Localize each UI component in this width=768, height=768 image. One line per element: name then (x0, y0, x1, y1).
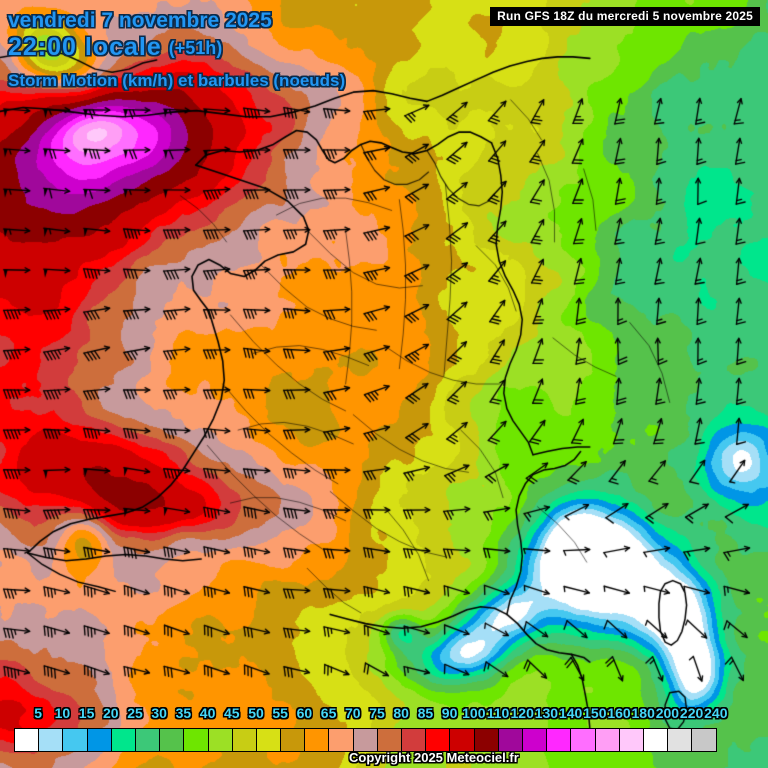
legend-tick-label: 220 (679, 705, 704, 721)
legend-swatch (547, 729, 572, 751)
legend-swatch (111, 729, 136, 751)
legend-swatch (281, 729, 306, 751)
legend-tick-label: 160 (607, 705, 631, 721)
legend-tick-label: 15 (78, 705, 95, 721)
legend-swatch (474, 729, 499, 751)
legend-swatch (353, 729, 378, 751)
legend-swatch (377, 729, 402, 751)
legend-swatch (595, 729, 620, 751)
legend-swatch (571, 729, 596, 751)
legend-tick-label: 70 (345, 705, 361, 721)
legend-tick-label: 55 (272, 705, 288, 721)
legend-swatch (15, 729, 40, 751)
parameter-label: Storm Motion (km/h) et barbules (noeuds) (8, 71, 346, 90)
legend-color-bar[interactable] (14, 728, 718, 752)
legend-tick-label: 30 (151, 705, 167, 721)
legend-swatch (63, 729, 88, 751)
legend-tick-label: 240 (704, 705, 728, 721)
legend-tick-label: 60 (296, 705, 313, 721)
forecast-time-text: 22:00 locale (8, 33, 162, 61)
forecast-time-label: 22:00 locale (+51h) (8, 33, 222, 62)
legend-swatch (426, 729, 451, 751)
legend-swatch (522, 729, 548, 751)
legend-tick-label: 110 (486, 705, 510, 721)
legend-tick-label: 5 (34, 705, 43, 721)
legend-swatch (329, 729, 354, 751)
legend-swatch (39, 729, 64, 751)
legend-tick-label: 100 (462, 705, 486, 721)
legend-tick-label: 10 (54, 705, 71, 721)
legend-tick-label: 80 (393, 705, 409, 721)
legend-tick-label: 120 (510, 705, 534, 721)
legend-tick-label: 200 (655, 705, 680, 721)
legend-tick-label: 75 (369, 705, 385, 721)
legend-tick-label: 65 (320, 705, 337, 721)
color-scale-legend: 5 10 15 20 25 30 35 40 45 50 55 60 65 70 75 80 85 90 100 11… (0, 705, 768, 768)
legend-tick-label: 150 (583, 705, 607, 721)
legend-tick-label: 20 (103, 705, 119, 721)
legend-tick-label: 40 (199, 705, 216, 721)
legend-swatch (619, 729, 644, 751)
model-run-banner: Run GFS 18Z du mercredi 5 novembre 2025 (490, 7, 760, 26)
legend-tick-label: 130 (534, 705, 559, 721)
legend-swatch (668, 729, 693, 751)
forecast-date-label: vendredi 7 novembre 2025 (8, 9, 272, 32)
legend-swatch (208, 729, 233, 751)
legend-tick-label: 50 (248, 705, 264, 721)
legend-swatch (232, 729, 257, 751)
legend-swatch (305, 729, 330, 751)
legend-tick-label: 140 (558, 705, 583, 721)
forecast-offset-text: (+51h) (168, 38, 223, 58)
legend-swatch (643, 729, 669, 751)
legend-swatch (692, 729, 717, 751)
legend-tick-label: 45 (224, 705, 240, 721)
legend-swatch (160, 729, 185, 751)
legend-swatch (450, 729, 475, 751)
legend-swatch (402, 729, 427, 751)
legend-swatch (256, 729, 282, 751)
legend-tick-label: 25 (127, 705, 143, 721)
legend-tick-label: 35 (175, 705, 192, 721)
legend-swatch (184, 729, 209, 751)
legend-swatch (135, 729, 161, 751)
legend-swatch (498, 729, 523, 751)
legend-tick-label: 85 (417, 705, 434, 721)
legend-tick-labels: 5 10 15 20 25 30 35 40 45 50 55 60 65 70 75 80 85 90 100 11… (0, 705, 768, 727)
legend-tick-label: 180 (631, 705, 655, 721)
copyright-label: Copyright 2025 Meteociel.fr (349, 750, 519, 765)
legend-tick-label: 90 (441, 705, 458, 721)
legend-swatch (87, 729, 112, 751)
